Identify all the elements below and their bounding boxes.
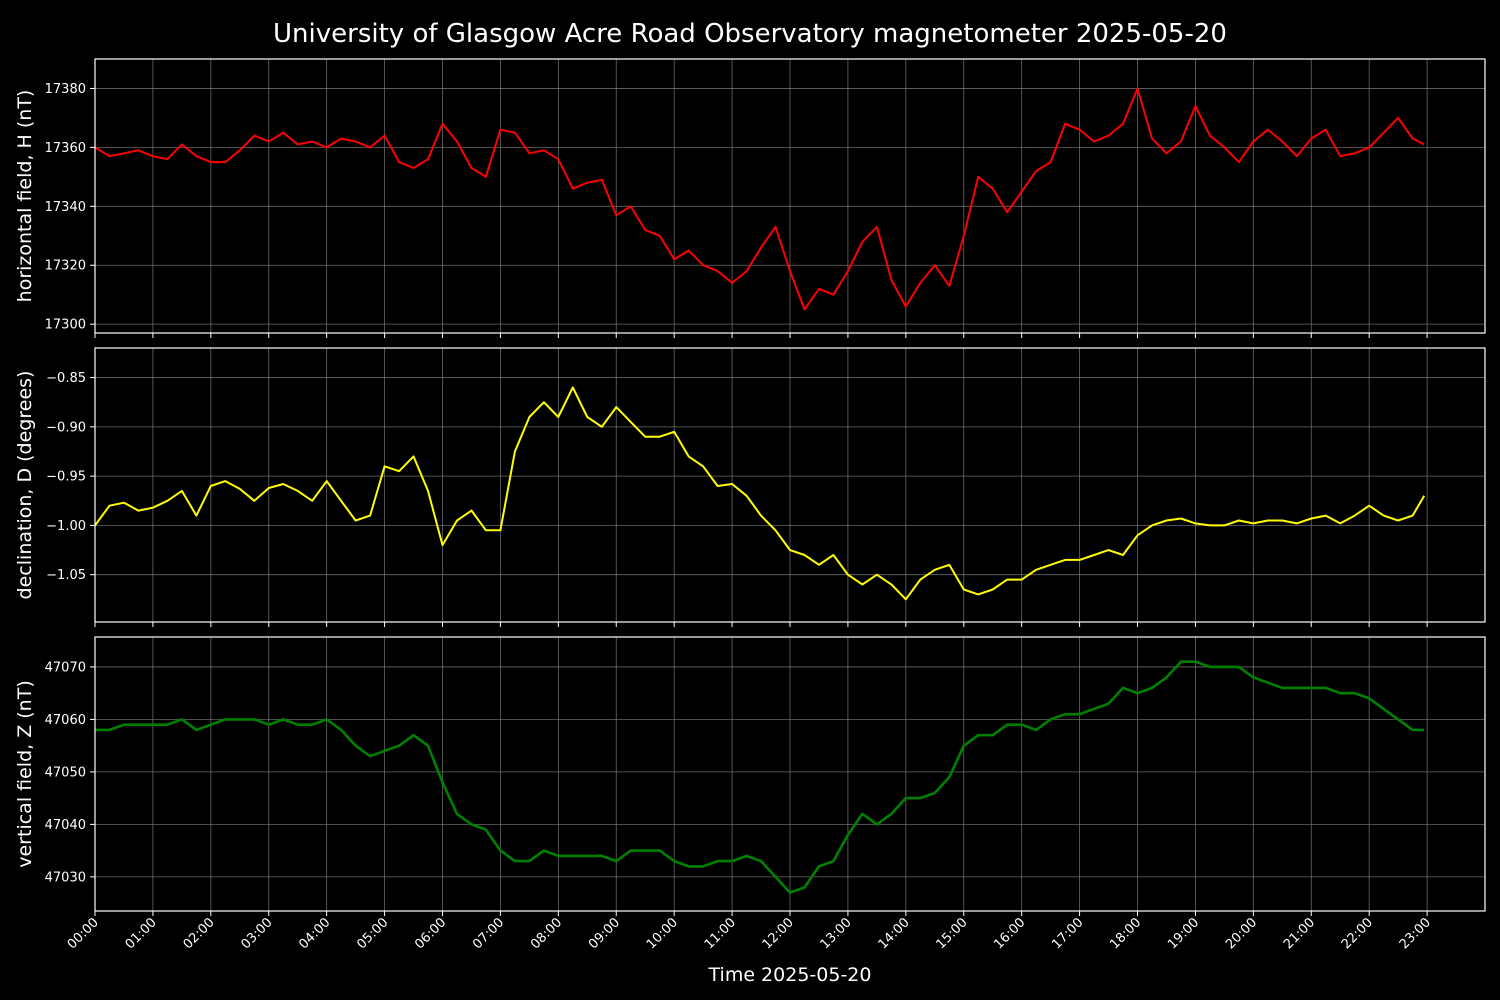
x-axis-label: Time 2025-05-20 <box>708 964 872 986</box>
panel-frame <box>94 636 1486 912</box>
chart-panels: 17300 17320 17340 17360 17380 horizontal fiel… <box>14 58 1486 916</box>
chart-title: University of Glasgow Acre Road Observat… <box>273 19 1227 49</box>
y-tick-label: 47070 <box>45 660 86 675</box>
y-tick-label: −1.00 <box>46 519 86 534</box>
y-tick-label: 47030 <box>45 870 86 885</box>
y-axis-label: vertical field, Z (nT) <box>14 680 36 868</box>
series-line <box>95 660 1425 894</box>
y-tick-label: 17320 <box>45 259 86 274</box>
y-tick-label: 17300 <box>45 318 86 333</box>
y-tick-label: 47040 <box>45 818 86 833</box>
panel-2: −1.05 −1.00 −0.95 −0.90 −0.85 declination, D … <box>14 347 1486 627</box>
y-tick-label: 47060 <box>45 713 86 728</box>
series-line <box>95 386 1426 601</box>
y-axis-label: declination, D (degrees) <box>14 371 36 600</box>
panel-frame <box>94 347 1486 623</box>
y-tick-label: 17360 <box>45 141 86 156</box>
y-tick-label: −0.90 <box>46 420 86 435</box>
y-tick-label: −0.85 <box>46 371 86 386</box>
y-tick-label: −0.95 <box>46 470 86 485</box>
series-line <box>95 87 1425 311</box>
y-tick-label: −1.05 <box>46 568 86 583</box>
y-tick-label: 17380 <box>45 82 86 97</box>
y-axis-label: horizontal field, H (nT) <box>14 90 36 303</box>
panel-3: 47030 47040 47050 47060 47070 vertical field,… <box>14 636 1486 916</box>
y-tick-label: 17340 <box>45 200 86 215</box>
y-tick-label: 47050 <box>45 765 86 780</box>
panel-1: 17300 17320 17340 17360 17380 horizontal fiel… <box>14 58 1486 338</box>
panel-frame <box>94 58 1486 334</box>
